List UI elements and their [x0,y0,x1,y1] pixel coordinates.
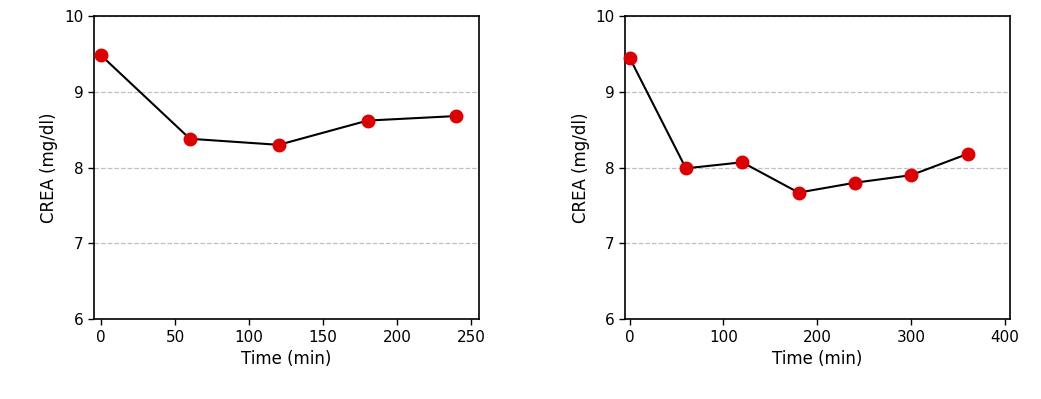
X-axis label: Time (min): Time (min) [772,350,863,368]
Y-axis label: CREA (mg/dl): CREA (mg/dl) [41,113,58,223]
Y-axis label: CREA (mg/dl): CREA (mg/dl) [572,113,589,223]
X-axis label: Time (min): Time (min) [240,350,331,368]
